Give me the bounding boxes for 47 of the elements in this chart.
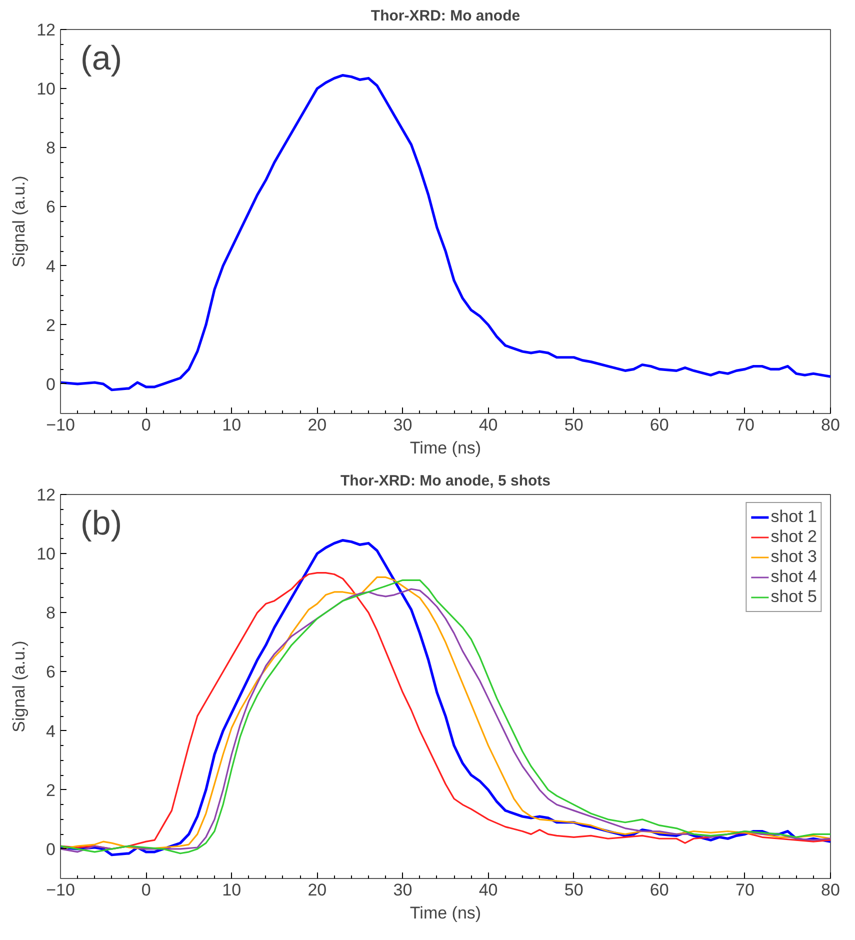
y-tick-label: 0 <box>46 840 56 859</box>
x-axis-title: Time (ns) <box>410 904 482 922</box>
y-tick-label: 10 <box>36 80 56 99</box>
y-tick-label: 10 <box>36 544 56 564</box>
x-tick-label: 60 <box>650 880 669 900</box>
x-tick-label: 30 <box>393 880 412 900</box>
x-tick-label: 10 <box>222 416 242 434</box>
x-tick-label: 0 <box>141 880 151 900</box>
y-tick-label: 0 <box>46 374 56 394</box>
x-axis-title: Time (ns) <box>410 438 482 458</box>
annotation: (a) <box>80 40 122 78</box>
x-tick-label: 50 <box>564 416 584 434</box>
y-axis-title: Signal (a.u.) <box>10 176 29 268</box>
chart-title: Thor-XRD: Mo anode, 5 shots <box>340 472 550 490</box>
y-tick-label: 6 <box>46 198 56 217</box>
chart-title: Thor-XRD: Mo anode <box>370 8 520 24</box>
y-tick-label: 2 <box>46 780 56 800</box>
legend-label: shot 2 <box>770 527 817 547</box>
x-tick-label: 50 <box>564 880 584 900</box>
y-tick-label: 2 <box>46 316 56 335</box>
x-tick-label: 40 <box>478 880 498 900</box>
x-tick-label: 0 <box>141 416 151 434</box>
y-tick-label: 12 <box>36 20 56 40</box>
x-tick-label: 70 <box>735 416 754 434</box>
x-tick-label: 40 <box>478 416 498 434</box>
x-tick-label: 70 <box>735 880 754 900</box>
x-tick-label: 20 <box>308 416 327 434</box>
y-tick-label: 4 <box>46 256 56 276</box>
x-tick-label: 80 <box>821 416 840 434</box>
x-tick-label: −10 <box>46 416 75 434</box>
x-tick-label: 10 <box>222 880 242 900</box>
x-tick-label: 60 <box>650 416 669 434</box>
y-tick-label: 4 <box>46 722 56 741</box>
x-tick-label: 30 <box>393 416 412 434</box>
legend-label: shot 3 <box>770 547 817 567</box>
x-tick-label: 80 <box>821 880 840 900</box>
legend-label: shot 1 <box>770 507 817 527</box>
y-tick-label: 8 <box>46 138 56 158</box>
y-tick-label: 12 <box>36 486 56 504</box>
y-tick-label: 8 <box>46 604 56 623</box>
x-tick-label: 20 <box>308 880 327 900</box>
x-tick-label: −10 <box>46 880 75 900</box>
y-axis-title: Signal (a.u.) <box>10 640 29 732</box>
y-tick-label: 6 <box>46 662 56 682</box>
legend-label: shot 4 <box>770 567 817 587</box>
legend-label: shot 5 <box>770 587 817 607</box>
annotation: (b) <box>80 504 122 542</box>
